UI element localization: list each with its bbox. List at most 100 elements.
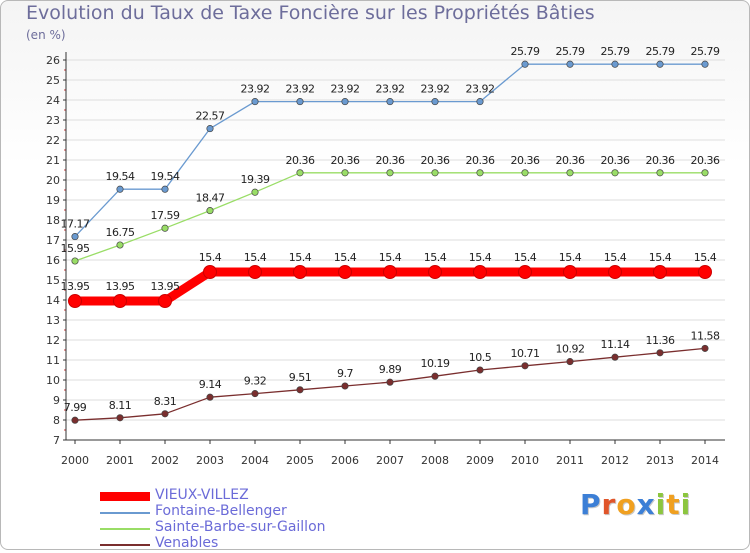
data-label: 25.79 [511,45,540,58]
data-point [71,257,79,265]
data-label: 16.75 [106,226,135,239]
data-label: 19.54 [151,170,180,183]
data-point [521,169,529,177]
data-point [566,169,574,177]
data-label: 20.36 [511,154,540,167]
legend-swatch [100,492,150,501]
logo-letter: t [666,488,681,521]
data-point [341,98,349,106]
data-label: 20.36 [331,154,360,167]
data-label: 15.4 [649,251,672,264]
legend-swatch [100,512,150,514]
y-tick-label: 21 [46,154,60,167]
data-label: 11.58 [691,329,720,342]
y-tick-label: 26 [46,54,60,67]
data-point [611,169,619,177]
data-label: 20.36 [556,154,585,167]
x-tick-label: 2011 [556,454,584,467]
y-tick-label: 11 [46,354,60,367]
data-label: 25.79 [691,45,720,58]
data-point [653,265,667,279]
data-label: 23.92 [286,83,315,96]
data-label: 15.4 [199,251,222,264]
data-point [206,125,214,133]
data-label: 9.89 [379,363,402,376]
data-point [206,207,214,215]
legend-label: Fontaine-Bellenger [155,503,287,519]
data-label: 20.36 [646,154,675,167]
data-label: 23.92 [466,83,495,96]
data-label: 9.7 [337,367,353,380]
data-point [341,382,349,390]
data-point [611,353,619,361]
data-point [611,60,619,68]
logo-letter: x [636,488,656,521]
data-label: 15.4 [694,251,717,264]
data-label: 25.79 [646,45,675,58]
data-point [476,366,484,374]
data-point [476,98,484,106]
data-label: 20.36 [286,154,315,167]
data-point [68,294,82,308]
data-point [701,60,709,68]
x-tick-label: 2006 [331,454,359,467]
data-point [116,241,124,249]
x-tick-label: 2014 [691,454,719,467]
data-point [431,169,439,177]
data-point [296,98,304,106]
data-label: 11.14 [601,338,630,351]
data-label: 23.92 [421,83,450,96]
proxiti-logo: Proxiti [580,488,691,521]
data-point [293,265,307,279]
data-label: 9.14 [199,378,222,391]
y-tick-label: 19 [46,194,60,207]
data-point [386,169,394,177]
y-tick-label: 17 [46,234,60,247]
data-label: 23.92 [241,83,270,96]
data-label: 10.19 [421,357,450,370]
data-point [296,169,304,177]
data-point [161,185,169,193]
chart-subtitle: (en %) [26,28,66,42]
y-tick-label: 16 [46,254,60,267]
data-label: 20.36 [466,154,495,167]
data-point [161,410,169,418]
data-label: 19.39 [241,173,270,186]
data-point [701,169,709,177]
y-tick-label: 12 [46,334,60,347]
data-point [341,169,349,177]
x-tick-label: 2010 [511,454,539,467]
data-label: 11.36 [646,334,675,347]
data-label: 20.36 [691,154,720,167]
data-point [383,265,397,279]
data-label: 23.92 [376,83,405,96]
legend-swatch [100,544,150,546]
data-label: 23.92 [331,83,360,96]
data-point [251,98,259,106]
logo-letter: i [680,488,692,521]
logo-letter: o [616,488,637,521]
data-point [203,265,217,279]
y-tick-label: 13 [46,314,60,327]
x-tick-label: 2012 [601,454,629,467]
data-label: 15.4 [559,251,582,264]
data-point [563,265,577,279]
data-label: 20.36 [601,154,630,167]
data-label: 22.57 [196,110,225,123]
data-point [473,265,487,279]
data-point [161,224,169,232]
data-point [113,294,127,308]
data-label: 13.95 [151,280,180,293]
x-tick-label: 2005 [286,454,314,467]
data-point [521,60,529,68]
x-tick-label: 2008 [421,454,449,467]
logo-letter: P [580,488,602,521]
x-tick-label: 2001 [106,454,134,467]
data-label: 15.4 [424,251,447,264]
data-label: 10.71 [511,347,540,360]
y-tick-label: 23 [46,114,60,127]
x-tick-label: 2009 [466,454,494,467]
y-tick-label: 25 [46,74,60,87]
data-point [386,98,394,106]
data-label: 15.4 [469,251,492,264]
